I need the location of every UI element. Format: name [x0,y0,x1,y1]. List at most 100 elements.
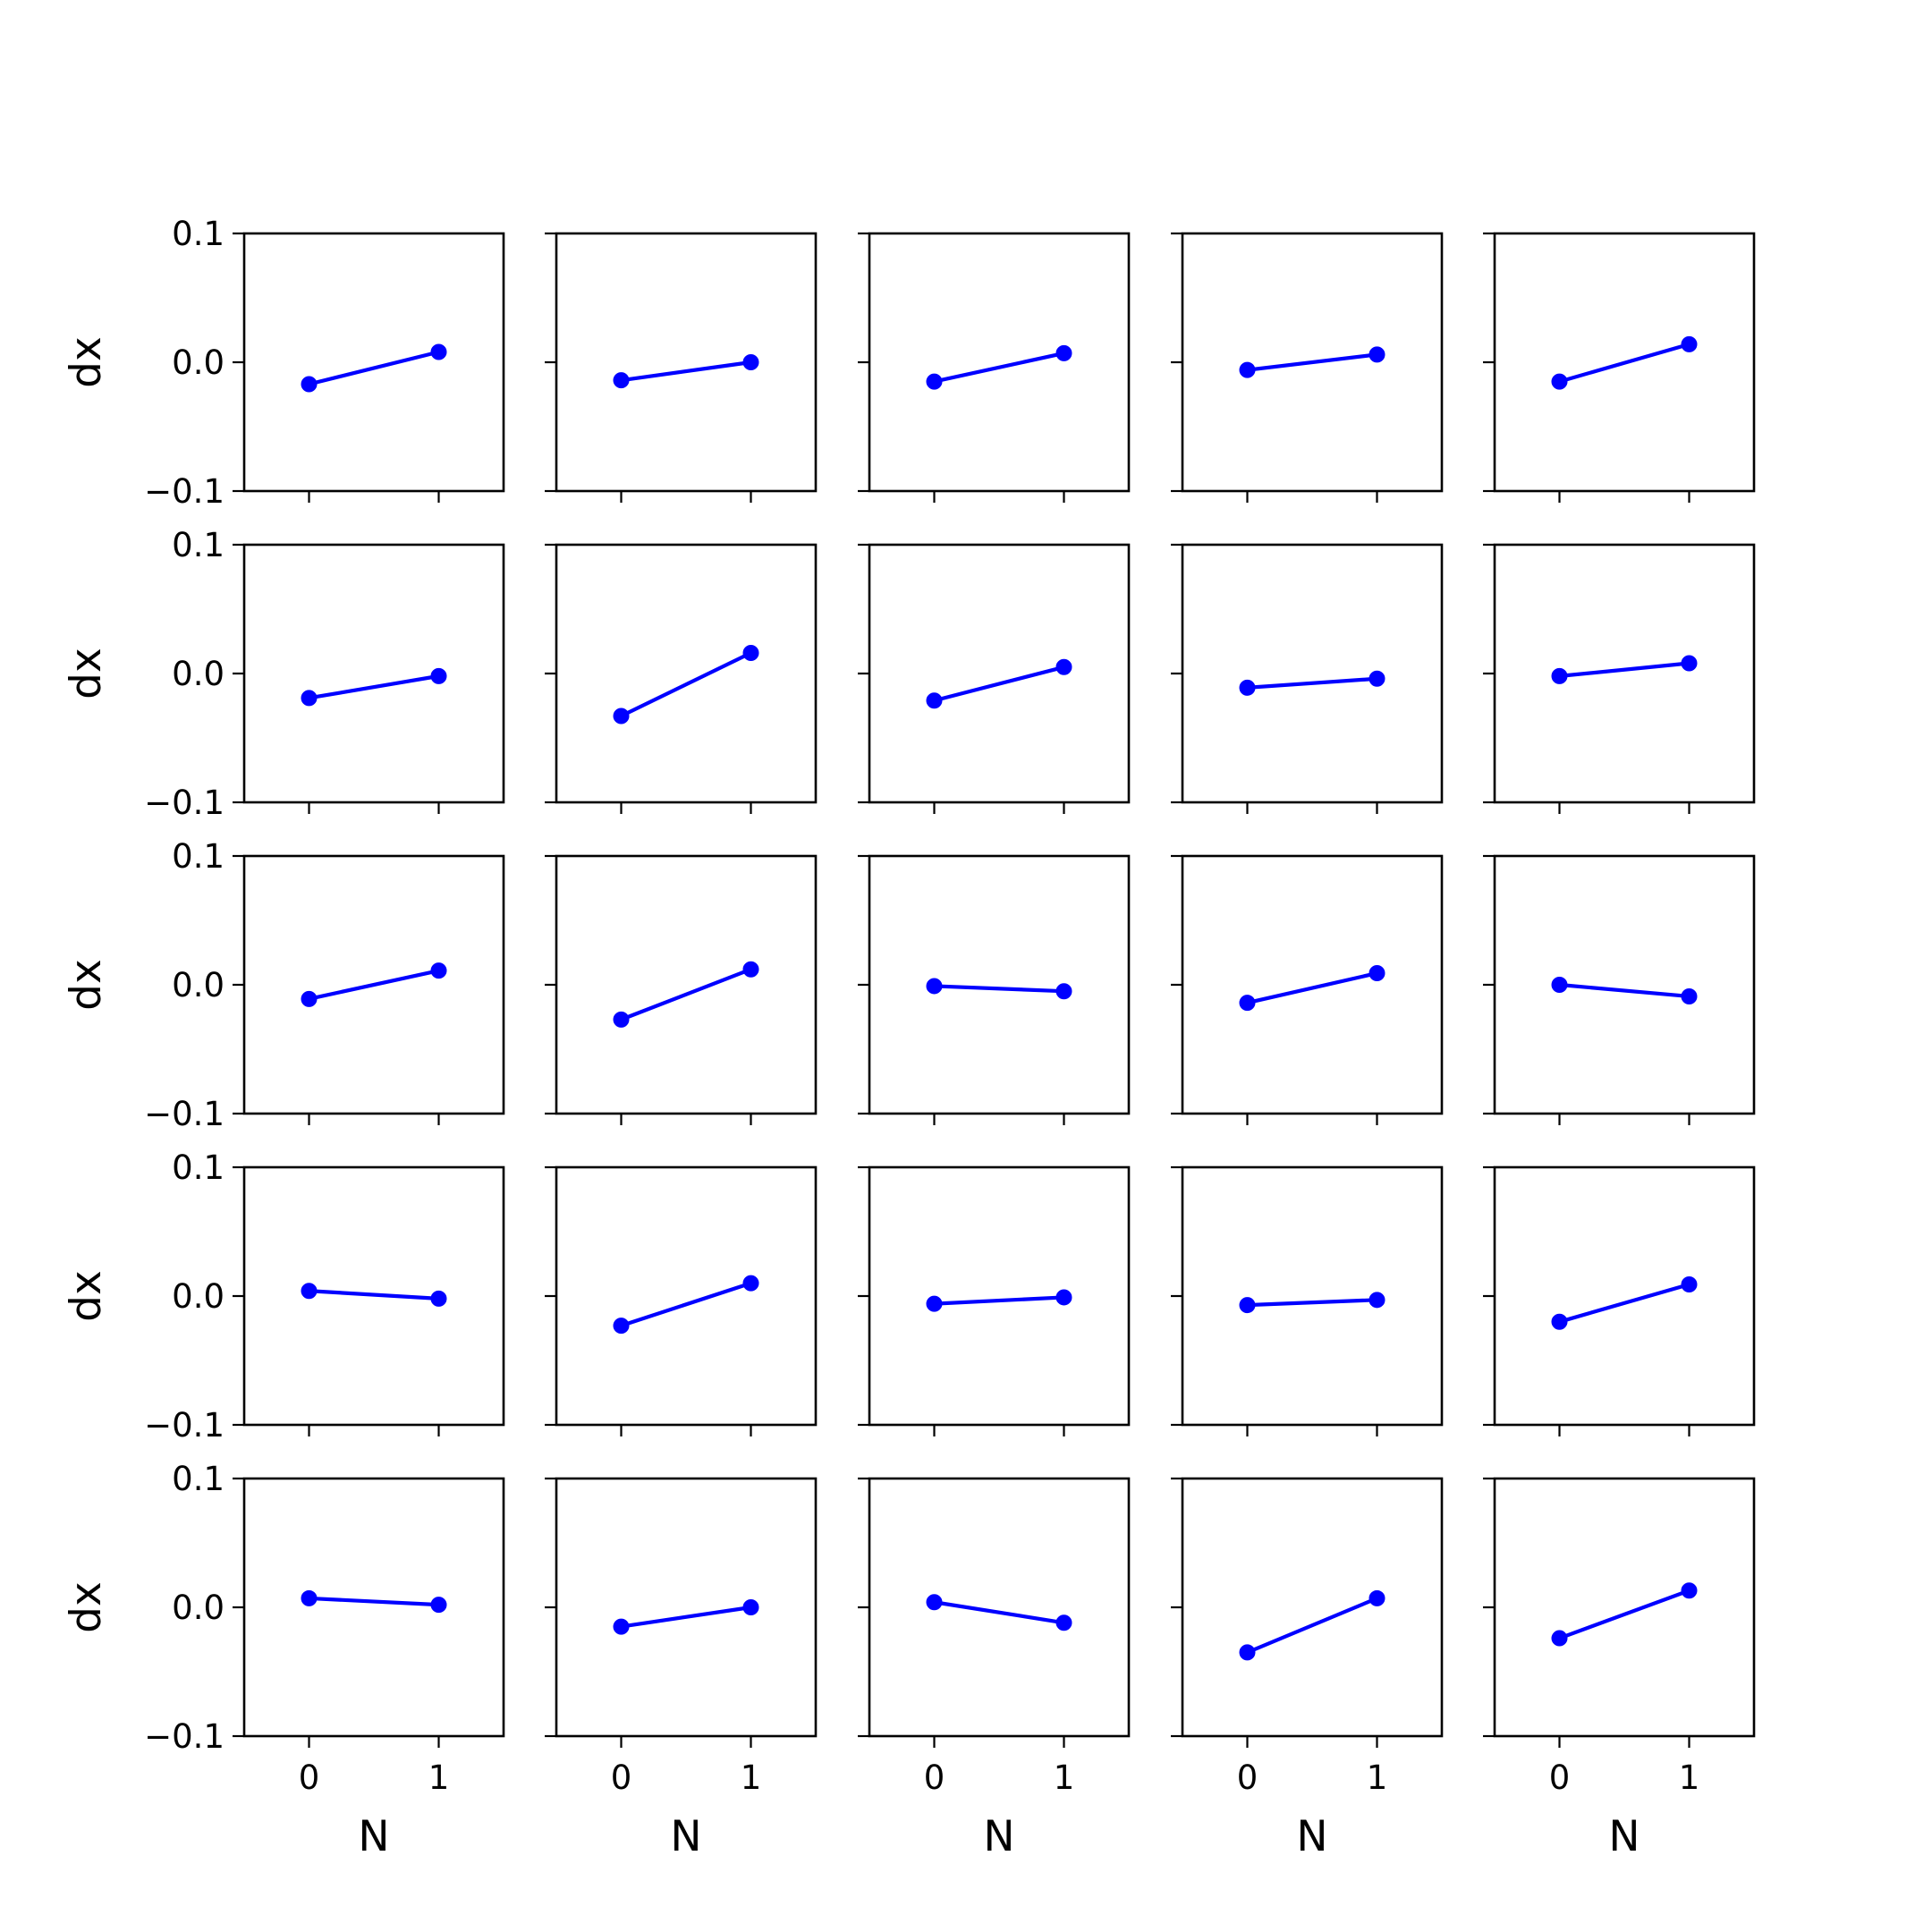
subplot-r4-c2 [545,1165,818,1436]
subplot-r2-c3 [858,543,1131,814]
series-line [934,351,1064,384]
y-tick-label: −0.1 [144,1717,225,1756]
data-point [1551,373,1568,390]
data-point [613,708,630,724]
series-line [309,969,439,1001]
subplot-r5-c3: 0 1 N [858,1477,1131,1861]
data-point [1055,1614,1072,1631]
y-tick-label: 0.0 [172,1277,225,1316]
data-point [613,1318,630,1335]
axes-frame [555,1477,818,1738]
series-line [933,665,1065,703]
series-line [934,984,1064,994]
data-point [742,1599,759,1615]
data-point [742,354,759,370]
data-point [301,1589,318,1606]
series-line [1247,352,1377,372]
data-point [926,978,943,995]
data-point [1239,679,1256,696]
y-tick-label: −0.1 [144,1095,225,1133]
x-tick-label: 1 [1054,1758,1075,1797]
subplot-r4-c3 [858,1165,1131,1436]
subplot-r2-c2 [545,543,818,814]
series-line [1246,1596,1378,1655]
x-tick-label: 0 [1237,1758,1258,1797]
y-tick-label: 0.1 [172,526,225,564]
subplot-r3-c4 [1171,854,1444,1125]
data-point [1681,1276,1698,1293]
subplot-r3-c5 [1483,854,1756,1125]
series-line [620,651,752,718]
data-point [1681,655,1698,672]
data-point [1239,1297,1256,1314]
y-tick-label: 0.0 [172,1589,225,1627]
y-tick-label: 0.0 [172,966,225,1004]
data-point [430,1597,447,1614]
y-tick-label: 0.1 [172,215,225,253]
data-point [1055,1289,1072,1306]
x-tick-label: 1 [1367,1758,1388,1797]
axes-frame [1493,543,1756,804]
y-tick-label: 0.1 [172,837,225,876]
data-point [430,1290,447,1307]
x-tick-label: 1 [428,1758,450,1797]
axes-frame [555,543,818,804]
axes-frame [868,1477,1131,1738]
data-point [301,690,318,707]
data-point [1055,658,1072,675]
series-line [1247,970,1377,1005]
subplot-r2-c5 [1483,543,1756,814]
subplot-r4-c4 [1171,1165,1444,1436]
series-line [1559,661,1690,678]
data-point [1551,1313,1568,1330]
data-point [613,1618,630,1635]
data-point [430,667,447,684]
data-point [926,1295,943,1312]
x-tick-label: 1 [741,1758,762,1797]
series-line [1558,1589,1690,1640]
axes-frame [242,232,505,493]
series-line [309,1289,439,1301]
y-tick-label: 0.0 [172,343,225,382]
data-point [1368,1292,1385,1309]
y-axis-label: dx [62,1581,111,1633]
data-point [1368,346,1385,363]
subplot-r1-c3 [858,232,1131,503]
series-line [1559,982,1690,999]
x-tick-label: 0 [924,1758,945,1797]
subplot-r1-c4 [1171,232,1444,503]
data-point [1368,1589,1385,1606]
y-axis-label: dx [62,959,111,1011]
subplot-r5-c2: 0 1 N [545,1477,818,1861]
y-axis-label: dx [62,648,111,699]
axes-frame [1493,1165,1756,1427]
data-point [613,1011,630,1028]
y-tick-label: 0.0 [172,655,225,693]
x-tick-label: 0 [299,1758,320,1797]
y-tick-label: −0.1 [144,784,225,822]
data-point [742,1275,759,1292]
data-point [1239,1644,1256,1661]
series-line [1558,342,1690,384]
x-tick-label: 0 [1549,1758,1571,1797]
x-axis-label: N [358,1812,389,1861]
subplot-r2-c1: −0.1 0.0 0.1 dx [62,526,505,822]
subplot-r3-c2 [545,854,818,1125]
axes-frame [1181,543,1444,804]
data-point [1055,983,1072,1000]
axes-frame [1181,1165,1444,1427]
data-point [1239,995,1256,1012]
subplot-r1-c1: −0.1 0.0 0.1 dx [62,215,505,511]
series-line [934,1600,1064,1625]
series-line [621,360,751,383]
axes-frame [868,854,1131,1115]
series-line [1247,676,1377,690]
data-point [301,990,318,1007]
data-point [1055,344,1072,361]
x-axis-label: N [1296,1812,1327,1861]
subplot-r5-c5: 0 1N [1483,1477,1756,1861]
subplot-r5-c4: 0 1 N [1171,1477,1444,1861]
data-point [1681,1582,1698,1599]
series-line [934,1295,1064,1306]
